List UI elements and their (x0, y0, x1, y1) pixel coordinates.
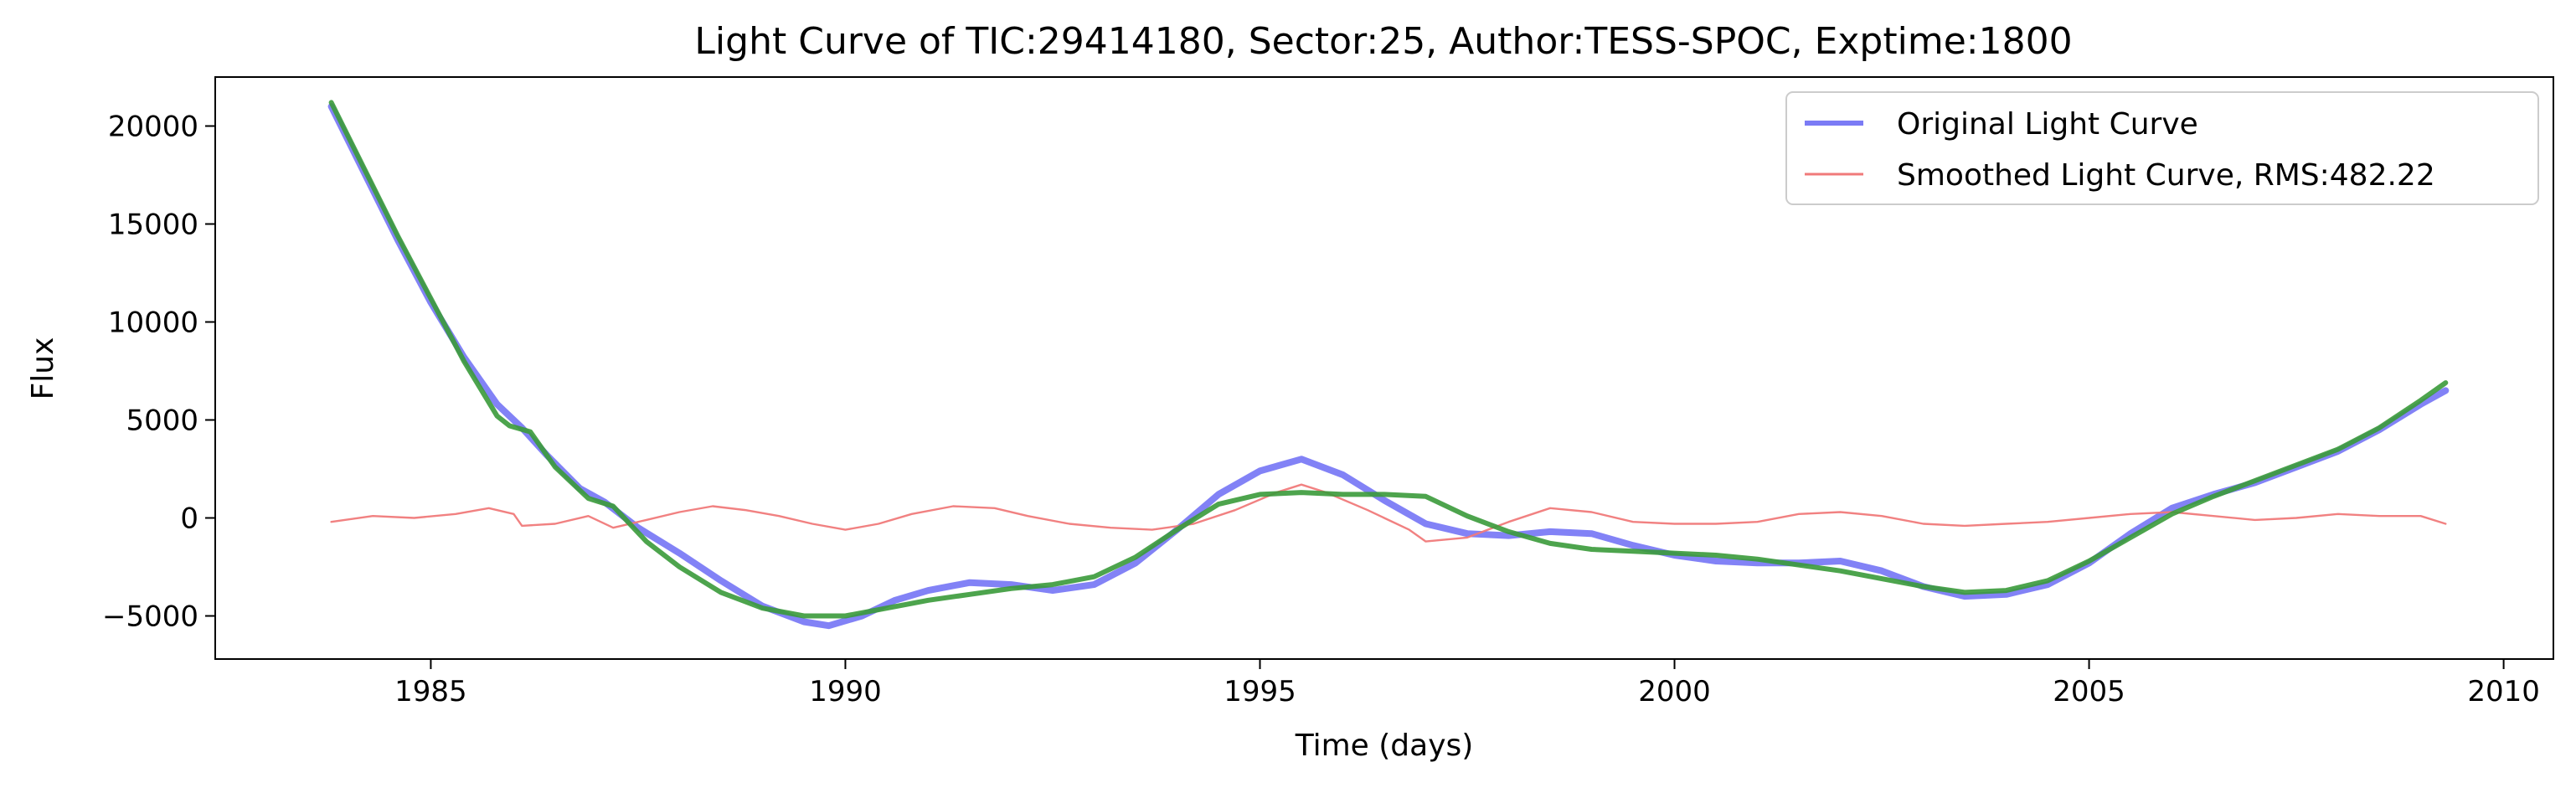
y-tick-label: 0 (180, 502, 198, 536)
legend-box (1785, 91, 2539, 205)
y-tick-label: −5000 (102, 600, 198, 634)
x-tick-label: 2005 (2053, 675, 2125, 708)
legend-label-smoothed: Smoothed Light Curve, RMS:482.22 (1897, 158, 2435, 193)
x-axis-ticks: 1985 1990 1995 2000 2005 2010 (394, 659, 2540, 708)
x-tick-label: 2010 (2467, 675, 2540, 708)
chart-title: Light Curve of TIC:29414180, Sector:25, … (694, 20, 2072, 63)
y-tick-label: 20000 (108, 111, 198, 144)
y-axis-label: Flux (26, 337, 60, 400)
plot-frame (214, 76, 2554, 660)
x-tick-label: 1995 (1224, 675, 1296, 708)
y-tick-label: 5000 (126, 404, 198, 438)
x-axis-label: Time (days) (1295, 729, 1474, 763)
x-tick-label: 2000 (1638, 675, 1711, 708)
legend-label-original: Original Light Curve (1897, 107, 2198, 142)
legend: Original Light Curve Smoothed Light Curv… (1785, 91, 2539, 205)
y-tick-label: 15000 (108, 209, 198, 242)
y-tick-label: 10000 (108, 306, 198, 340)
fit-curve-line (328, 100, 2449, 619)
y-axis-ticks: −5000 0 5000 10000 15000 20000 (102, 111, 215, 634)
x-tick-label: 1985 (394, 675, 467, 708)
plot-series (327, 100, 2450, 630)
x-tick-label: 1990 (809, 675, 882, 708)
